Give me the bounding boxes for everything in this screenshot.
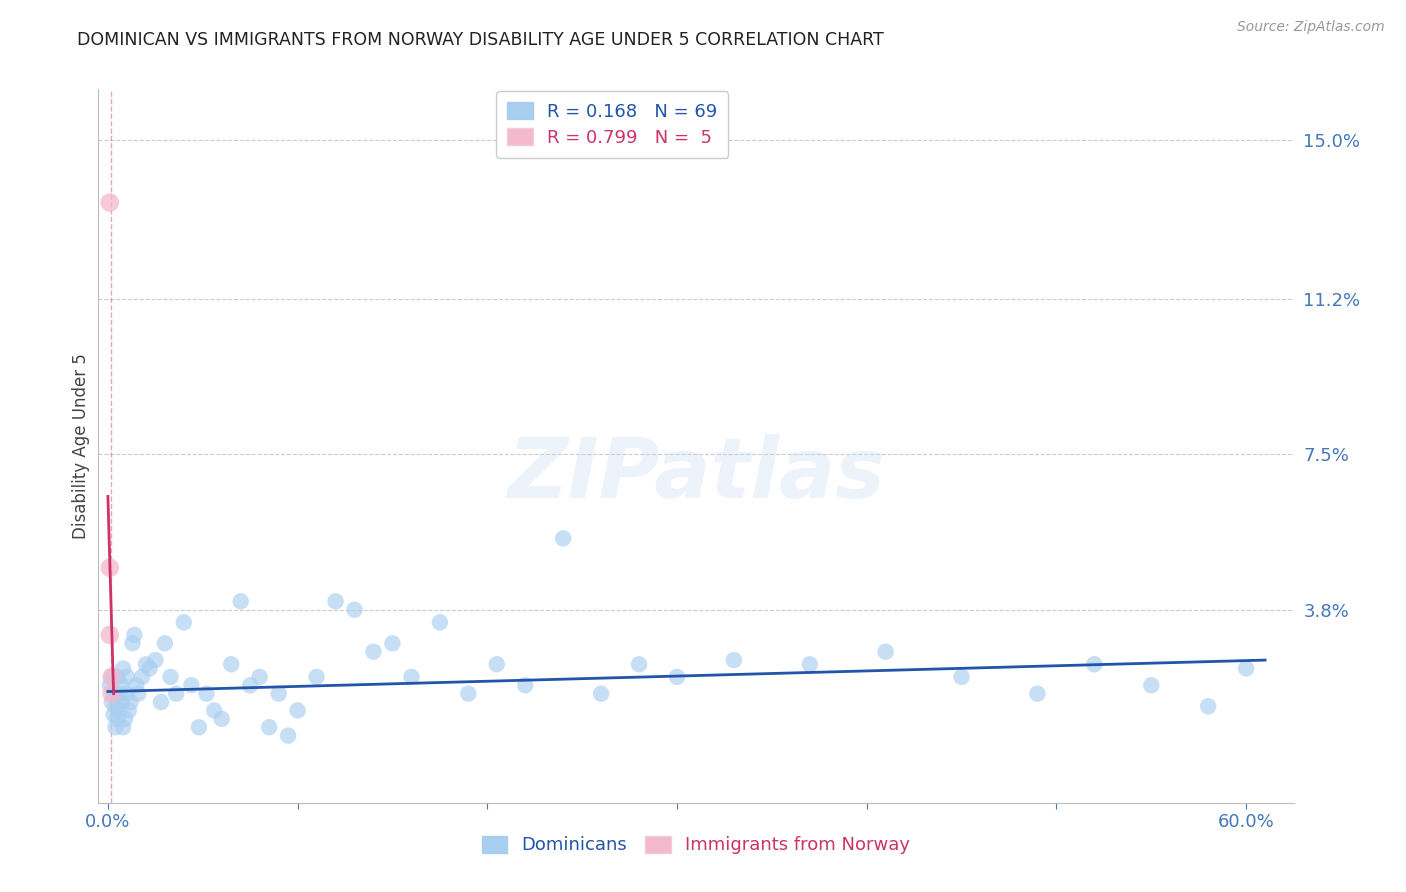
Point [112, 720, 135, 734]
Text: ZIPatlas: ZIPatlas [508, 434, 884, 515]
Point [249, 670, 271, 684]
Point [150, 695, 173, 709]
Point [98, 678, 121, 692]
Point [1026, 687, 1049, 701]
Point [325, 594, 347, 608]
Point [127, 687, 149, 701]
Point [100, 670, 122, 684]
Point [100, 687, 122, 701]
Point [105, 670, 128, 684]
Point [121, 636, 143, 650]
Point [165, 687, 187, 701]
Point [108, 687, 131, 701]
Point [277, 729, 299, 743]
Point [1083, 657, 1105, 672]
Point [950, 670, 973, 684]
Point [180, 678, 202, 692]
Y-axis label: Disability Age Under 5: Disability Age Under 5 [72, 353, 90, 539]
Point [103, 707, 125, 722]
Point [723, 653, 745, 667]
Point [799, 657, 821, 672]
Point [110, 678, 132, 692]
Point [239, 678, 262, 692]
Point [104, 720, 127, 734]
Point [98, 628, 121, 642]
Point [125, 678, 148, 692]
Point [267, 687, 290, 701]
Point [100, 670, 122, 684]
Point [591, 687, 613, 701]
Point [287, 703, 309, 717]
Point [1140, 678, 1163, 692]
Point [153, 636, 176, 650]
Point [229, 594, 252, 608]
Point [100, 695, 122, 709]
Text: Source: ZipAtlas.com: Source: ZipAtlas.com [1237, 20, 1385, 34]
Point [103, 687, 125, 701]
Point [401, 670, 423, 684]
Point [135, 657, 157, 672]
Point [219, 657, 242, 672]
Point [485, 657, 508, 672]
Point [115, 687, 138, 701]
Point [875, 645, 897, 659]
Point [131, 670, 153, 684]
Point [120, 695, 142, 709]
Text: DOMINICAN VS IMMIGRANTS FROM NORWAY DISABILITY AGE UNDER 5 CORRELATION CHART: DOMINICAN VS IMMIGRANTS FROM NORWAY DISA… [77, 31, 884, 49]
Point [115, 670, 138, 684]
Point [110, 695, 132, 709]
Point [666, 670, 689, 684]
Point [114, 712, 136, 726]
Point [173, 615, 195, 630]
Point [124, 628, 146, 642]
Point [305, 670, 328, 684]
Point [104, 699, 127, 714]
Point [553, 532, 575, 546]
Point [628, 657, 651, 672]
Point [188, 720, 211, 734]
Point [98, 560, 121, 574]
Point [381, 636, 404, 650]
Point [1197, 699, 1219, 714]
Point [138, 661, 160, 675]
Point [457, 687, 479, 701]
Point [211, 712, 233, 726]
Point [202, 703, 225, 717]
Point [108, 703, 131, 717]
Point [105, 712, 128, 726]
Point [1234, 661, 1257, 675]
Point [429, 615, 451, 630]
Legend: Dominicans, Immigrants from Norway: Dominicans, Immigrants from Norway [475, 829, 917, 862]
Point [98, 195, 121, 210]
Point [343, 603, 366, 617]
Point [112, 661, 135, 675]
Point [143, 653, 166, 667]
Point [257, 720, 280, 734]
Point [363, 645, 385, 659]
Point [118, 703, 141, 717]
Point [195, 687, 218, 701]
Point [515, 678, 537, 692]
Point [159, 670, 181, 684]
